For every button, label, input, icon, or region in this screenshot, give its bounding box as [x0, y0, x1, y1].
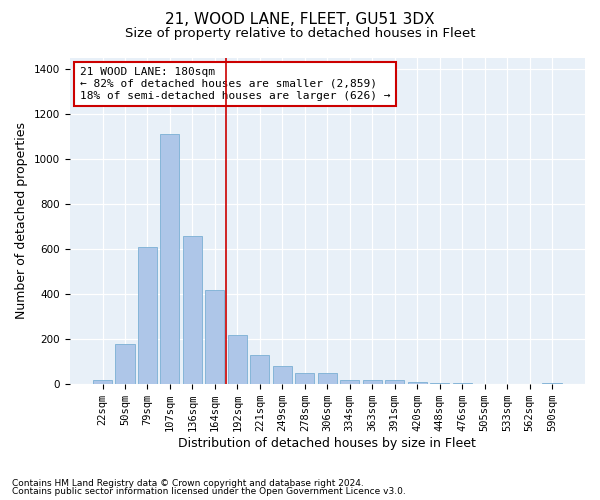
Bar [542, 383, 562, 384]
Y-axis label: Number of detached properties: Number of detached properties [15, 122, 28, 320]
Bar [385, 380, 404, 384]
Bar [273, 366, 292, 384]
Text: 21 WOOD LANE: 180sqm
← 82% of detached houses are smaller (2,859)
18% of semi-de: 21 WOOD LANE: 180sqm ← 82% of detached h… [80, 68, 391, 100]
Bar [228, 334, 247, 384]
Bar [183, 236, 202, 384]
Bar [362, 380, 382, 384]
Bar [452, 383, 472, 384]
Text: Contains public sector information licensed under the Open Government Licence v3: Contains public sector information licen… [12, 487, 406, 496]
Bar [318, 373, 337, 384]
Text: Contains HM Land Registry data © Crown copyright and database right 2024.: Contains HM Land Registry data © Crown c… [12, 478, 364, 488]
Text: 21, WOOD LANE, FLEET, GU51 3DX: 21, WOOD LANE, FLEET, GU51 3DX [165, 12, 435, 28]
Bar [115, 344, 134, 384]
Bar [250, 355, 269, 384]
X-axis label: Distribution of detached houses by size in Fleet: Distribution of detached houses by size … [178, 437, 476, 450]
Text: Size of property relative to detached houses in Fleet: Size of property relative to detached ho… [125, 28, 475, 40]
Bar [93, 380, 112, 384]
Bar [205, 290, 224, 384]
Bar [340, 380, 359, 384]
Bar [138, 247, 157, 384]
Bar [407, 382, 427, 384]
Bar [430, 383, 449, 384]
Bar [295, 373, 314, 384]
Bar [160, 134, 179, 384]
